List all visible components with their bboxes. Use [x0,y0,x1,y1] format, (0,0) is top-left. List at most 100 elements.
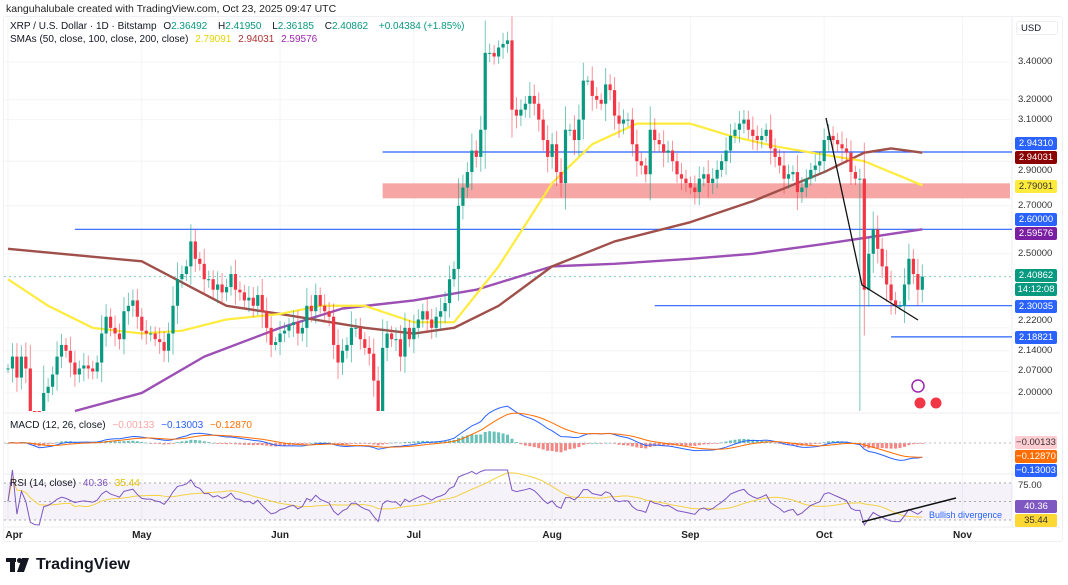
candle-body [367,347,371,354]
macd-histogram-bar [528,443,532,447]
candle-body [885,266,889,285]
candle-body [648,129,652,175]
currency-label[interactable]: USD [1016,21,1058,35]
macd-histogram-bar [626,443,630,446]
candle-body [104,316,108,334]
macd-histogram-bar [349,443,353,444]
candle-body [862,178,866,290]
candle-body [514,109,519,116]
macd-legend: MACD (12, 26, close) −0.00133 −0.13003 −… [10,420,256,431]
candle-body [577,119,581,141]
macd-histogram-bar [305,443,309,444]
macd-histogram-bar [720,442,724,444]
candle-body [42,392,46,411]
candle-body [737,123,742,130]
macd-histogram-bar [537,443,541,449]
chart-panel[interactable] [3,16,1063,542]
sma50-line [7,122,923,335]
candle-body [175,279,180,306]
macd-histogram-bar [296,443,300,445]
candle-body [117,333,122,340]
candle-body [844,148,849,153]
tradingview-logo-icon [6,558,29,572]
price-tag: 2.94310 [1015,137,1057,150]
candle-body [349,327,354,345]
macd-histogram-bar [733,439,737,443]
candle-body [800,187,804,193]
candle-body [590,80,594,96]
sma200-value: 2.59576 [281,34,318,45]
candle-body [398,339,403,357]
candle-body [809,169,813,179]
price-axis-label: 2.22000 [1018,314,1053,326]
open-value: 2.36492 [171,21,208,32]
macd-histogram-bar [568,443,572,450]
candle-body [456,205,461,269]
macd-histogram-bar [684,443,688,446]
candle-body [82,365,86,369]
price-axis-label: 3.10000 [1018,113,1053,125]
price-axis-label: 2.70000 [1018,199,1053,211]
candle-body [131,300,135,306]
macd-signal-line [7,412,923,458]
candle-body [331,316,336,345]
macd-histogram-bar [617,443,621,445]
candle-body [889,284,893,301]
candle-body [621,119,626,124]
candle-body [510,40,514,110]
candle-body [6,368,10,370]
candle-body [711,178,715,184]
candle-body [64,344,68,351]
candle-body [412,327,416,340]
macd-histogram-bar [140,442,144,443]
candle-body [389,333,394,340]
candle-body [256,295,260,306]
macd-histogram-bar [755,440,759,443]
candle-body [492,52,496,57]
candle-body [37,411,41,412]
macd-histogram-bar [555,443,559,452]
candle-body [323,305,327,312]
candle-body [697,178,701,193]
macd-histogram-bar [162,443,166,445]
candle-body [193,241,197,259]
macd-histogram-bar [60,441,64,443]
candle-body [902,284,907,306]
candle-body [425,311,429,320]
price-tag: 2.59576 [1015,227,1057,240]
candle-body [274,342,278,345]
macd-histogram-bar [193,439,197,443]
price-tag: 2.79091 [1015,180,1057,193]
candle-body [483,52,487,130]
macd-histogram-bar [501,433,505,443]
rsi-ma-value: 35.44 [114,478,140,489]
candle-body [907,258,911,285]
sma-legend: SMAs (50, close, 100, close, 200, close)… [10,34,321,45]
macd-histogram-bar [581,443,585,445]
candle-body [827,135,831,141]
tradingview-logo-text: TradingView [36,556,130,573]
candle-body [840,144,844,149]
macd-histogram-bar [167,443,171,445]
candle-body [853,172,857,179]
candle-body [791,172,795,175]
candle-body [666,150,670,153]
macd-histogram-bar [787,443,790,445]
candle-body [19,356,23,378]
candle-body [916,274,920,290]
macd-histogram-bar [345,443,349,445]
candle-body [162,342,166,351]
rsi-value: 40.36 [82,478,108,489]
price-axis-label: 3.20000 [1018,93,1053,105]
candle-body [639,161,643,166]
candle-body [497,47,501,57]
candle-body [10,356,15,369]
candle-body [211,279,215,290]
macd-histogram-bar [242,443,246,445]
candle-body [251,297,255,306]
candle-body [421,311,425,320]
macd-histogram-bar [751,439,755,443]
candle-body [291,322,296,326]
candle-body [15,356,19,378]
